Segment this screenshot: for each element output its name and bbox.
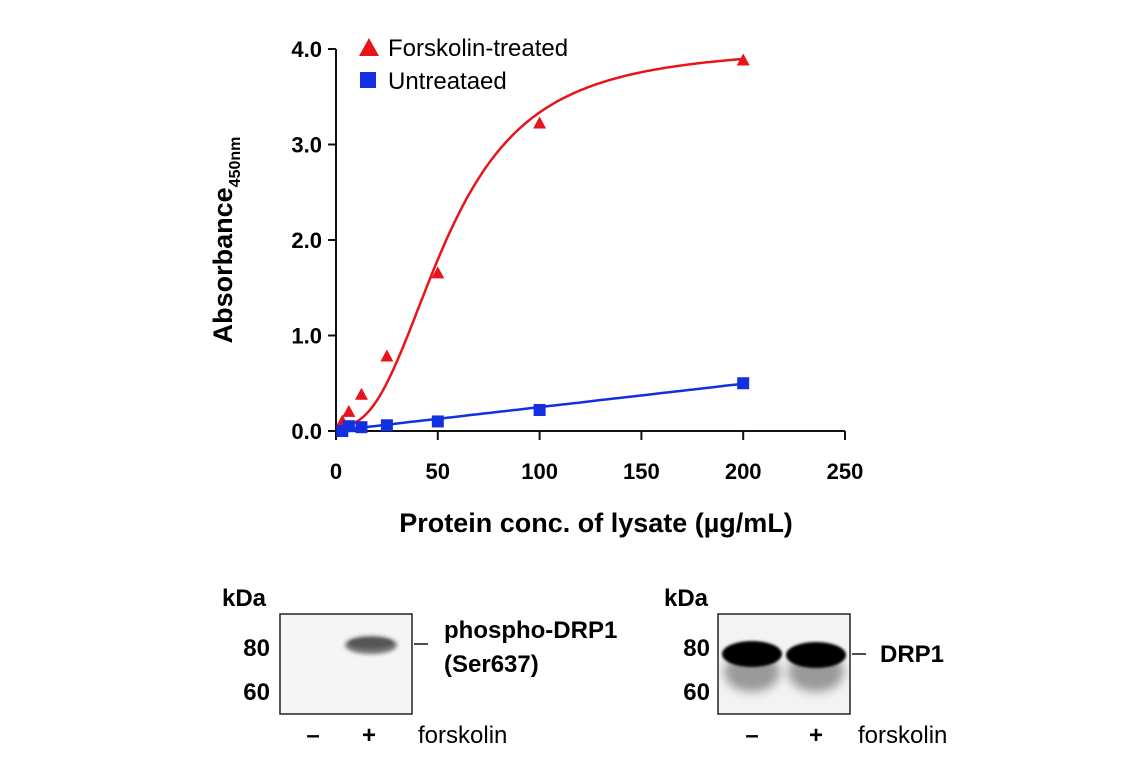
data-points [335,53,750,437]
point-untreataed [533,403,546,416]
blot2-band-untreated [722,641,782,667]
x-tick-label: 150 [623,459,660,484]
legend-marker-untreataed [360,72,376,88]
blot1-treatment-label: forskolin [418,722,507,749]
blot1-target-label: phospho-DRP1 [444,617,617,644]
blot2-marker-60: 60 [683,679,710,706]
blot1-lane-minus: – [306,722,319,749]
x-tick-label: 100 [521,459,558,484]
x-tick-label: 50 [426,459,450,484]
blot1-band-forskolin-core [349,638,393,648]
point-forskolin-treated [533,116,547,129]
y-tick-label: 4.0 [291,37,322,62]
blot1-kda-label: kDa [222,585,267,612]
y-ticks: 0.0 1.0 2.0 3.0 4.0 [291,37,336,444]
fit-curves [342,57,742,432]
point-untreataed [737,377,750,390]
blot2-kda-label: kDa [664,585,709,612]
y-axis-title: Absorbance450nm [208,137,244,344]
point-untreataed [380,419,393,432]
y-axis-title-main: Absorbance [208,187,238,343]
legend-label-forskolin-treated: Forskolin-treated [388,35,568,62]
elisa-chart: 0.0 1.0 2.0 3.0 4.0 0 50 100 150 200 250 Protein … [208,35,863,538]
blot2-treatment-label: forskolin [858,722,947,749]
blot2-target-label: DRP1 [880,641,944,668]
blot1-target-site: (Ser637) [444,651,539,678]
fit-curve-forskolin-treated [342,57,742,428]
y-tick-label: 1.0 [291,324,322,349]
legend: Forskolin-treated Untreataed [359,35,568,95]
point-untreataed [342,420,355,433]
blot2-marker-80: 80 [683,635,710,662]
point-forskolin-treated [354,387,368,400]
x-ticks: 0 50 100 150 200 250 [330,431,863,484]
x-tick-label: 250 [827,459,864,484]
blot2-band-forskolin [786,642,846,668]
y-axis-title-subscript: 450nm [227,137,244,188]
point-forskolin-treated [380,349,394,362]
x-tick-label: 200 [725,459,762,484]
legend-marker-forskolin-treated [359,38,379,56]
x-tick-label: 0 [330,459,342,484]
western-blot-phospho-drp1: kDa 80 60 phospho-DRP1 (Ser637) – + fors… [222,585,617,749]
point-forskolin-treated [736,53,750,66]
blot1-marker-60: 60 [243,679,270,706]
y-tick-label: 2.0 [291,228,322,253]
blot1-marker-80: 80 [243,635,270,662]
chart-axes [335,49,845,432]
blot1-lane-plus: + [362,722,376,749]
blot2-lane-plus: + [809,722,823,749]
point-untreataed [355,421,368,434]
blot1-membrane [279,613,413,715]
y-tick-label: 3.0 [291,133,322,158]
legend-label-untreataed: Untreataed [388,68,507,95]
blot2-lane-minus: – [745,722,758,749]
point-untreataed [431,415,444,428]
western-blot-drp1: kDa 80 60 DRP1 – + forskolin [664,585,947,749]
x-axis-title: Protein conc. of lysate (µg/mL) [399,508,793,538]
y-tick-label: 0.0 [291,419,322,444]
point-forskolin-treated [342,404,356,417]
point-forskolin-treated [431,266,445,279]
